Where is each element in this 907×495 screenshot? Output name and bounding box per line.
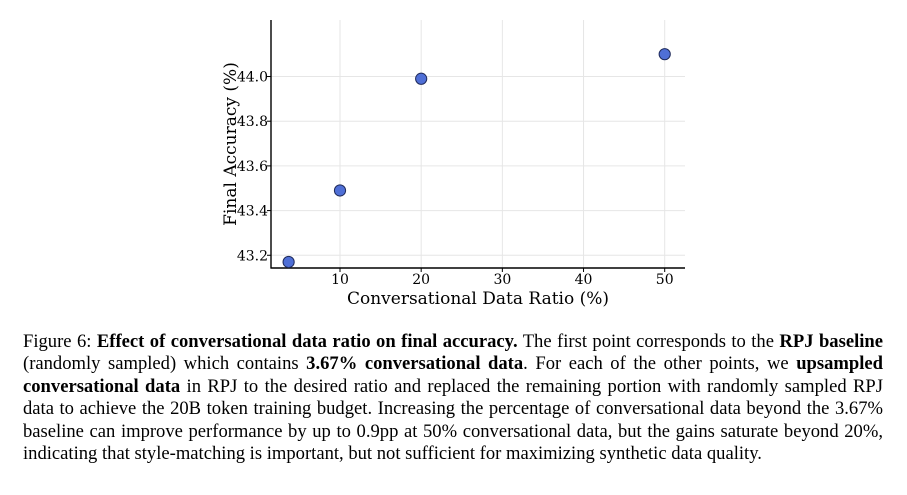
grid-lines	[271, 20, 685, 268]
y-tick-label-0: 43.2	[237, 248, 268, 264]
caption-bold-conversational-share: 3.67% conversational data	[306, 353, 524, 375]
x-axis-label: Conversational Data Ratio (%)	[347, 289, 609, 309]
x-tick-label-3: 40	[575, 272, 593, 288]
scatter-chart: 10 20 30 40 50 43.2 43.4 43.6 43.8 44.0 Conversat…	[221, 20, 685, 309]
x-tick-label-2: 30	[493, 272, 511, 288]
caption-bold-upsampled: upsampled conversational data	[23, 353, 883, 397]
x-tick-label-4: 50	[656, 272, 674, 288]
figure-label: Figure 6:	[23, 331, 97, 352]
figure-caption: Figure 6: Effect of conversational data …	[23, 331, 883, 465]
x-tick-label-1: 20	[412, 272, 430, 288]
caption-title: Effect of conversational data ratio on f…	[96, 331, 518, 352]
data-point-0	[282, 255, 295, 269]
caption-bold-rpj-baseline: RPJ baseline	[779, 331, 883, 352]
data-point-2	[415, 72, 428, 85]
y-tick-label-4: 44.0	[237, 70, 268, 86]
y-axis-label: Final Accuracy (%)	[221, 62, 241, 226]
data-point-3	[658, 48, 671, 61]
caption-text-3: . For each of the other points, we	[523, 353, 797, 375]
y-tick-label-3: 43.8	[237, 114, 268, 130]
caption-text-1: The first point corresponds to the	[517, 331, 780, 352]
data-points	[282, 48, 671, 269]
caption-text-4: in RPJ to the desired ratio and replaced…	[23, 375, 883, 465]
x-tick-label-0: 10	[331, 272, 349, 288]
caption-text-2: (randomly sampled) which contains	[23, 353, 307, 375]
y-tick-label-1: 43.4	[237, 204, 268, 220]
y-tick-label-2: 43.6	[237, 159, 268, 175]
axes	[267, 20, 685, 272]
data-point-1	[333, 184, 347, 197]
tick-labels: 10 20 30 40 50 43.2 43.4 43.6 43.8 44.0	[237, 70, 674, 288]
